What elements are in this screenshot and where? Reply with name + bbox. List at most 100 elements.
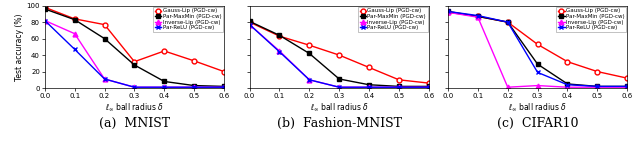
Par-ReLU (PGD-cw) <box>365 86 373 88</box>
Gauss-Lip (PGD-cw) <box>593 71 601 72</box>
Gauss-Lip (PGD-cw) <box>161 50 168 52</box>
Legend: Gauss-Lip (PGD-cw), Par-MaxMin (PGD-cw), Inverse-Lip (PGD-cw), Par-ReLU (PGD-cw): Gauss-Lip (PGD-cw), Par-MaxMin (PGD-cw),… <box>556 7 626 32</box>
Inverse-Lip (PGD-cw) <box>41 20 49 21</box>
Line: Par-ReLU (PGD-cw): Par-ReLU (PGD-cw) <box>42 18 227 90</box>
Line: Par-MaxMin (PGD-cw): Par-MaxMin (PGD-cw) <box>445 9 630 89</box>
Par-MaxMin (PGD-cw) <box>593 85 601 87</box>
Line: Par-ReLU (PGD-cw): Par-ReLU (PGD-cw) <box>445 9 630 89</box>
Gauss-Lip (PGD-cw) <box>220 71 228 72</box>
Gauss-Lip (PGD-cw) <box>41 7 49 8</box>
X-axis label: $\ell_\infty$ ball radius $\delta$: $\ell_\infty$ ball radius $\delta$ <box>310 102 369 113</box>
Par-MaxMin (PGD-cw) <box>365 84 373 86</box>
Line: Gauss-Lip (PGD-cw): Gauss-Lip (PGD-cw) <box>445 10 630 81</box>
Par-ReLU (PGD-cw) <box>276 51 284 53</box>
Gauss-Lip (PGD-cw) <box>71 18 79 20</box>
X-axis label: $\ell_\infty$ ball radius $\delta$: $\ell_\infty$ ball radius $\delta$ <box>508 102 567 113</box>
Inverse-Lip (PGD-cw) <box>220 86 228 88</box>
Par-MaxMin (PGD-cw) <box>504 21 511 23</box>
Gauss-Lip (PGD-cw) <box>564 61 572 62</box>
Par-MaxMin (PGD-cw) <box>564 83 572 85</box>
Par-ReLU (PGD-cw) <box>246 24 253 25</box>
Par-MaxMin (PGD-cw) <box>335 78 343 80</box>
Par-ReLU (PGD-cw) <box>190 86 198 88</box>
Gauss-Lip (PGD-cw) <box>246 21 253 23</box>
X-axis label: $\ell_\infty$ ball radius $\delta$: $\ell_\infty$ ball radius $\delta$ <box>105 102 164 113</box>
Gauss-Lip (PGD-cw) <box>190 60 198 62</box>
Par-MaxMin (PGD-cw) <box>131 64 138 66</box>
Inverse-Lip (PGD-cw) <box>623 86 631 88</box>
Gauss-Lip (PGD-cw) <box>474 15 482 17</box>
Inverse-Lip (PGD-cw) <box>504 86 511 88</box>
Par-ReLU (PGD-cw) <box>220 86 228 88</box>
Inverse-Lip (PGD-cw) <box>395 86 403 88</box>
Inverse-Lip (PGD-cw) <box>190 86 198 88</box>
Legend: Gauss-Lip (PGD-cw), Par-MaxMin (PGD-cw), Inverse-Lip (PGD-cw), Par-ReLU (PGD-cw): Gauss-Lip (PGD-cw), Par-MaxMin (PGD-cw),… <box>153 7 223 32</box>
Par-MaxMin (PGD-cw) <box>220 85 228 87</box>
Y-axis label: Test accuracy (%): Test accuracy (%) <box>15 13 24 81</box>
Gauss-Lip (PGD-cw) <box>365 67 373 68</box>
Par-ReLU (PGD-cw) <box>71 48 79 50</box>
Par-ReLU (PGD-cw) <box>623 85 631 87</box>
Par-ReLU (PGD-cw) <box>305 79 313 81</box>
Par-ReLU (PGD-cw) <box>100 78 108 80</box>
Par-ReLU (PGD-cw) <box>161 86 168 88</box>
Gauss-Lip (PGD-cw) <box>534 44 541 45</box>
Inverse-Lip (PGD-cw) <box>425 86 433 88</box>
Par-ReLU (PGD-cw) <box>504 21 511 23</box>
Par-MaxMin (PGD-cw) <box>395 85 403 87</box>
Par-ReLU (PGD-cw) <box>534 72 541 73</box>
Inverse-Lip (PGD-cw) <box>161 86 168 88</box>
Inverse-Lip (PGD-cw) <box>246 24 253 25</box>
Par-ReLU (PGD-cw) <box>425 86 433 88</box>
Par-MaxMin (PGD-cw) <box>190 85 198 86</box>
Par-ReLU (PGD-cw) <box>444 11 452 12</box>
Par-MaxMin (PGD-cw) <box>100 38 108 39</box>
Par-ReLU (PGD-cw) <box>564 84 572 86</box>
Par-MaxMin (PGD-cw) <box>305 53 313 54</box>
Par-ReLU (PGD-cw) <box>131 86 138 88</box>
Par-ReLU (PGD-cw) <box>593 85 601 87</box>
Inverse-Lip (PGD-cw) <box>564 86 572 88</box>
Line: Gauss-Lip (PGD-cw): Gauss-Lip (PGD-cw) <box>42 5 227 74</box>
Gauss-Lip (PGD-cw) <box>623 77 631 79</box>
Inverse-Lip (PGD-cw) <box>335 86 343 88</box>
Line: Par-MaxMin (PGD-cw): Par-MaxMin (PGD-cw) <box>247 19 431 89</box>
Gauss-Lip (PGD-cw) <box>276 35 284 37</box>
Text: (c)  CIFAR10: (c) CIFAR10 <box>497 117 579 130</box>
Text: (b)  Fashion-MNIST: (b) Fashion-MNIST <box>276 117 402 130</box>
Inverse-Lip (PGD-cw) <box>593 86 601 88</box>
Gauss-Lip (PGD-cw) <box>305 44 313 46</box>
Gauss-Lip (PGD-cw) <box>131 61 138 62</box>
Inverse-Lip (PGD-cw) <box>276 50 284 52</box>
Inverse-Lip (PGD-cw) <box>71 33 79 35</box>
Line: Par-MaxMin (PGD-cw): Par-MaxMin (PGD-cw) <box>42 7 227 89</box>
Inverse-Lip (PGD-cw) <box>444 11 452 13</box>
Par-MaxMin (PGD-cw) <box>623 85 631 87</box>
Par-MaxMin (PGD-cw) <box>41 8 49 10</box>
Gauss-Lip (PGD-cw) <box>504 21 511 23</box>
Par-MaxMin (PGD-cw) <box>161 81 168 82</box>
Par-MaxMin (PGD-cw) <box>71 19 79 21</box>
Inverse-Lip (PGD-cw) <box>131 86 138 88</box>
Inverse-Lip (PGD-cw) <box>305 79 313 81</box>
Par-ReLU (PGD-cw) <box>335 86 343 88</box>
Gauss-Lip (PGD-cw) <box>335 54 343 56</box>
Par-MaxMin (PGD-cw) <box>246 20 253 22</box>
Gauss-Lip (PGD-cw) <box>425 82 433 84</box>
Gauss-Lip (PGD-cw) <box>395 79 403 81</box>
Line: Inverse-Lip (PGD-cw): Inverse-Lip (PGD-cw) <box>42 18 227 90</box>
Par-MaxMin (PGD-cw) <box>276 35 284 36</box>
Text: (a)  MNIST: (a) MNIST <box>99 117 170 130</box>
Legend: Gauss-Lip (PGD-cw), Par-MaxMin (PGD-cw), Inverse-Lip (PGD-cw), Par-ReLU (PGD-cw): Gauss-Lip (PGD-cw), Par-MaxMin (PGD-cw),… <box>358 7 428 32</box>
Inverse-Lip (PGD-cw) <box>365 86 373 88</box>
Par-ReLU (PGD-cw) <box>395 86 403 88</box>
Line: Gauss-Lip (PGD-cw): Gauss-Lip (PGD-cw) <box>247 20 431 85</box>
Par-MaxMin (PGD-cw) <box>425 85 433 87</box>
Inverse-Lip (PGD-cw) <box>474 16 482 18</box>
Par-MaxMin (PGD-cw) <box>534 63 541 65</box>
Line: Inverse-Lip (PGD-cw): Inverse-Lip (PGD-cw) <box>247 22 431 90</box>
Gauss-Lip (PGD-cw) <box>444 11 452 13</box>
Gauss-Lip (PGD-cw) <box>100 24 108 25</box>
Inverse-Lip (PGD-cw) <box>100 78 108 80</box>
Line: Inverse-Lip (PGD-cw): Inverse-Lip (PGD-cw) <box>445 10 630 90</box>
